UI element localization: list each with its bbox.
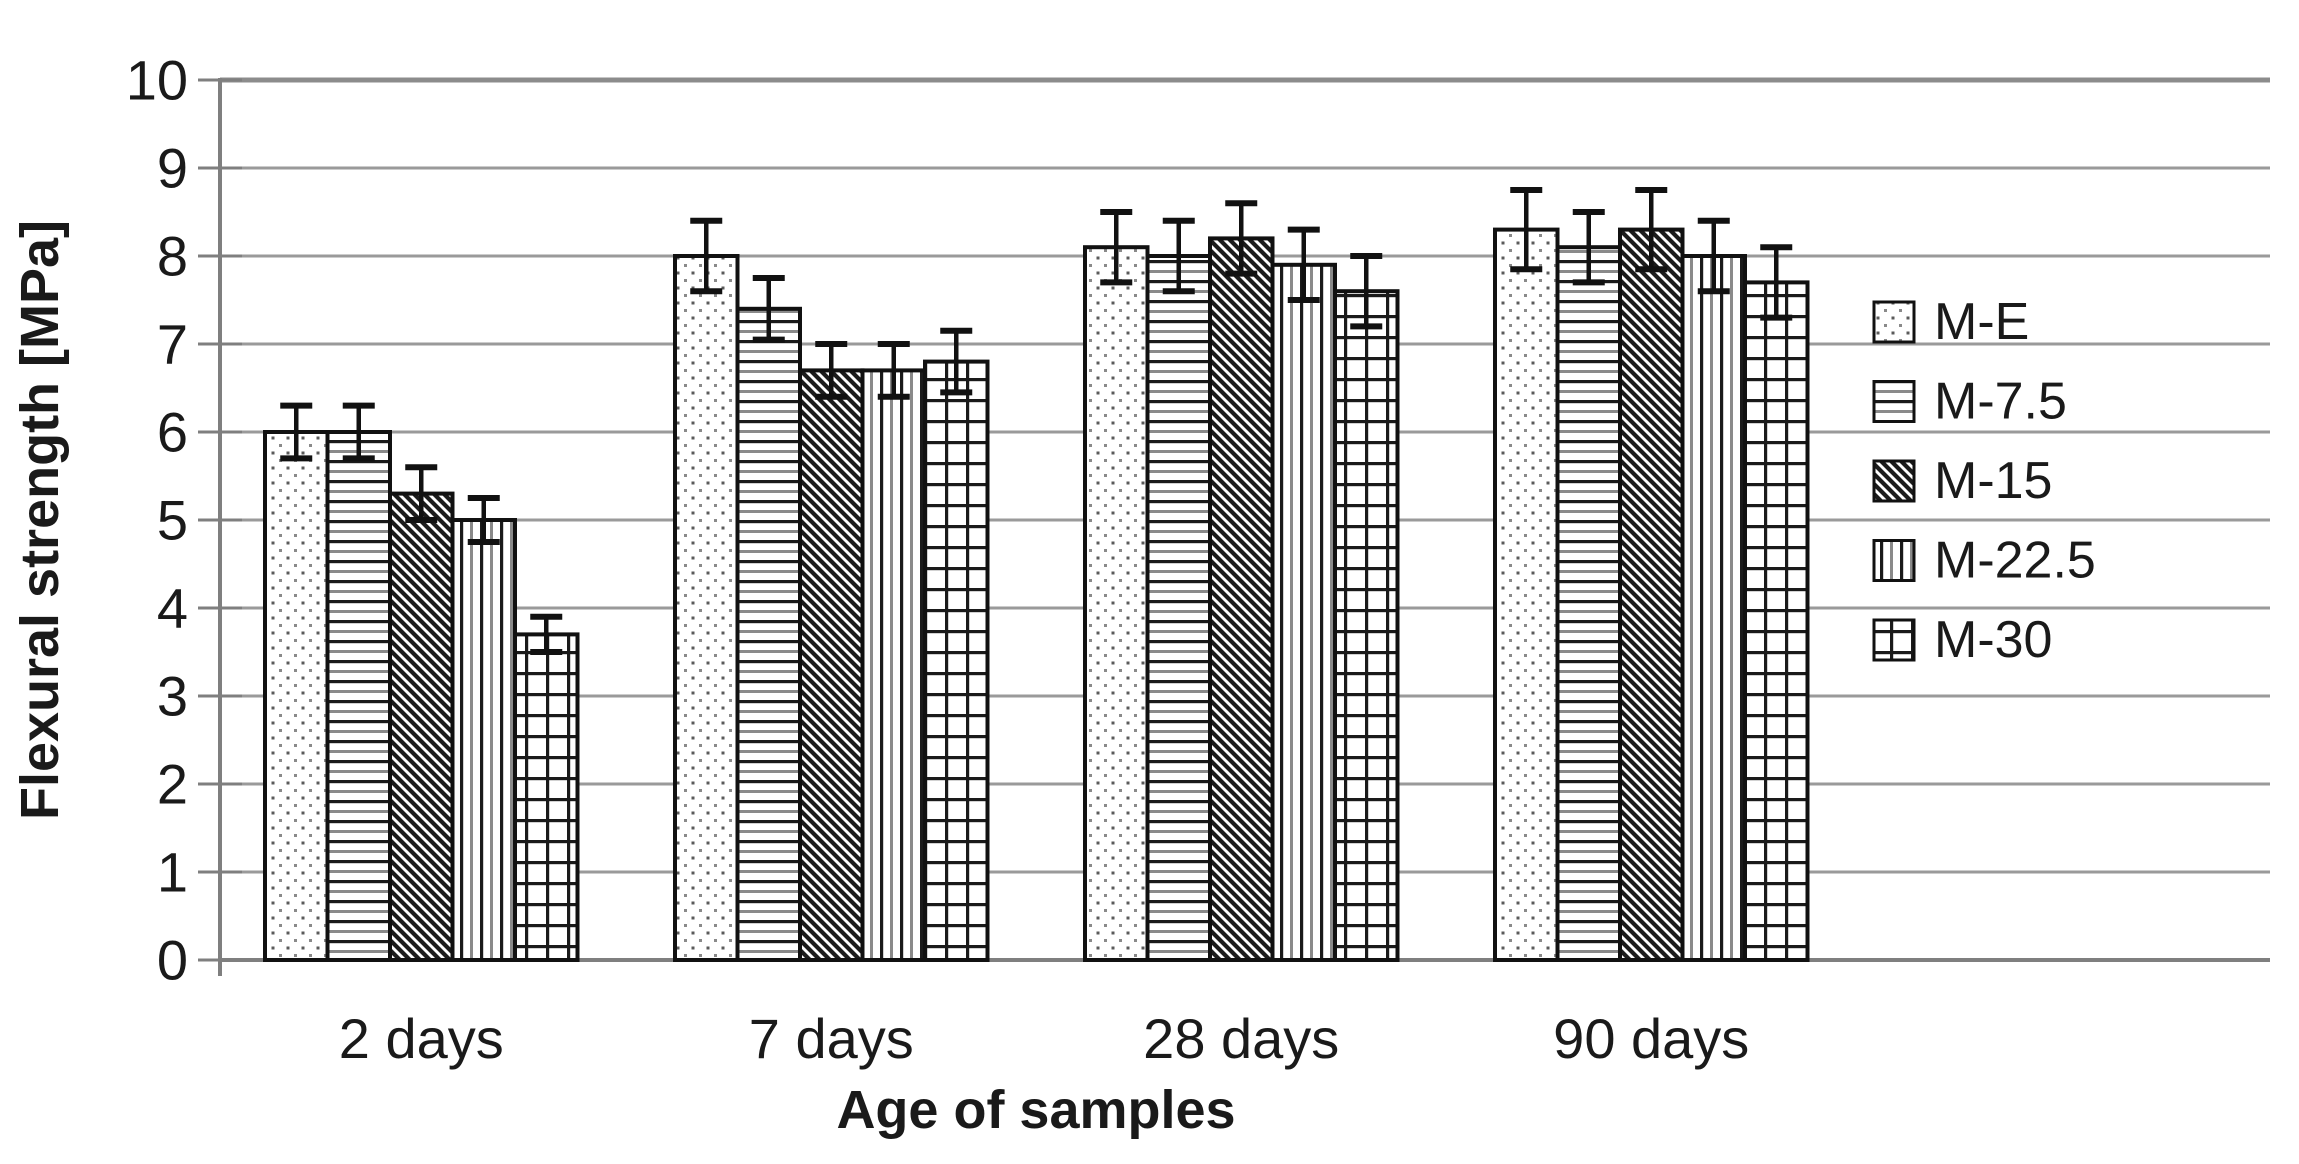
legend-item-M-30: M-30 (1872, 611, 2052, 669)
legend-item-M-22.5: M-22.5 (1872, 532, 2096, 590)
error-bar-M-7.5-7-days (752, 275, 785, 343)
axes-layer: 0 1 2 3 4 5 6 7 8 9 10 2 days 7 days 28 days 90 days (126, 49, 1750, 1071)
legend-swatch-M-15 (1872, 459, 1916, 503)
bar-M-15-28-days (1208, 236, 1275, 962)
bar-M-22.5-7-days (860, 368, 927, 962)
y-tick-label-2: 2 (157, 753, 188, 816)
bar-M-30-28-days (1333, 289, 1400, 962)
y-tick-label-0: 0 (157, 929, 188, 992)
y-tick-label-10: 10 (126, 49, 188, 112)
legend-label-M-30: M-30 (1934, 611, 2052, 669)
error-bar-M-30-2-days (530, 613, 563, 655)
y-tick-label-4: 4 (157, 577, 188, 640)
error-bar-M-15-2-days (405, 464, 438, 523)
y-tick-label-7: 7 (157, 313, 188, 376)
error-bar-M-E-7-days (690, 217, 723, 295)
bar-M-15-90-days (1618, 227, 1685, 963)
error-bar-M-15-7-days (815, 341, 848, 400)
error-bar-M-30-90-days (1760, 244, 1793, 321)
error-bar-M-E-2-days (280, 402, 313, 462)
error-bar-M-E-28-days (1100, 209, 1133, 286)
bar-M-15-7-days (798, 368, 865, 962)
y-tick-label-9: 9 (157, 137, 188, 200)
y-axis-title: Flexural strength [MPa] (10, 220, 70, 820)
y-tick-label-6: 6 (157, 401, 188, 464)
legend-item-M-7.5: M-7.5 (1872, 373, 2067, 431)
error-bar-M-E-90-days (1510, 187, 1543, 273)
bar-M-22.5-2-days (450, 518, 517, 962)
x-axis-title: Age of samples (836, 1080, 1235, 1140)
error-bar-M-30-7-days (940, 327, 973, 396)
legend-label-M-15: M-15 (1934, 452, 2052, 510)
category-label-90-days: 90 days (1553, 1007, 1749, 1070)
error-bar-M-7.5-90-days (1572, 209, 1605, 286)
bar-M-7.5-28-days (1145, 254, 1212, 962)
error-bar-M-30-28-days (1350, 253, 1383, 330)
bar-M-7.5-90-days (1555, 245, 1622, 962)
y-tick-label-5: 5 (157, 489, 188, 552)
legend-item-M-15: M-15 (1872, 452, 2052, 510)
bar-M-E-28-days (1083, 245, 1150, 962)
legend: M-E M-7.5 M-15 M-22.5 M-30 (1872, 293, 2096, 669)
category-label-28-days: 28 days (1143, 1007, 1339, 1070)
bar-M-7.5-2-days (325, 430, 392, 962)
legend-swatch-M-7.5 (1872, 380, 1916, 423)
error-bar-M-22.5-90-days (1697, 217, 1730, 295)
bar-M-30-2-days (513, 632, 580, 963)
bar-M-E-7-days (673, 254, 740, 962)
bar-M-30-7-days (923, 359, 990, 963)
legend-item-M-E: M-E (1872, 293, 2029, 351)
bar-M-7.5-7-days (735, 306, 802, 962)
y-tick-label-3: 3 (157, 665, 188, 728)
legend-label-M-E: M-E (1934, 293, 2029, 351)
legend-swatch-M-30 (1872, 618, 1916, 662)
bar-M-E-2-days (263, 430, 330, 962)
bars-layer (263, 227, 1810, 963)
bar-M-30-90-days (1743, 280, 1810, 962)
error-bar-M-22.5-7-days (877, 341, 910, 400)
y-tick-label-1: 1 (157, 841, 188, 904)
error-bar-M-22.5-28-days (1287, 226, 1320, 303)
y-tick-label-8: 8 (157, 225, 188, 288)
legend-label-M-7.5: M-7.5 (1934, 373, 2067, 431)
legend-label-M-22.5: M-22.5 (1934, 532, 2096, 590)
legend-swatch-M-E (1872, 300, 1916, 344)
bar-M-15-2-days (388, 491, 455, 962)
bar-M-E-90-days (1493, 227, 1560, 963)
category-label-7-days: 7 days (749, 1007, 914, 1070)
bar-M-22.5-28-days (1270, 262, 1337, 962)
error-bar-M-7.5-28-days (1162, 217, 1195, 295)
category-label-2-days: 2 days (339, 1007, 504, 1070)
legend-swatch-M-22.5 (1872, 539, 1916, 582)
error-bars-layer (280, 187, 1793, 655)
error-bar-M-15-90-days (1635, 187, 1668, 273)
error-bar-M-7.5-2-days (342, 402, 375, 462)
bar-M-22.5-90-days (1680, 254, 1747, 962)
error-bar-M-22.5-2-days (467, 495, 500, 545)
error-bar-M-15-28-days (1225, 200, 1258, 277)
